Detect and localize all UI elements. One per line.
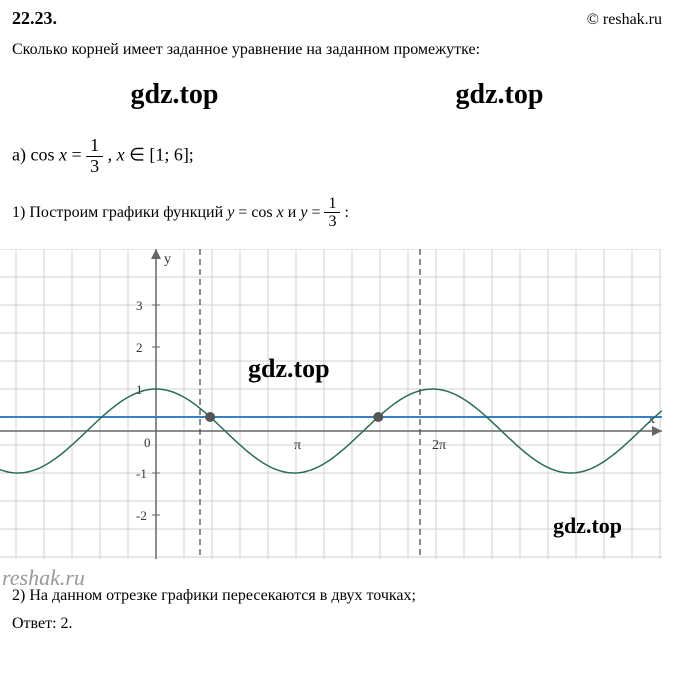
answer-text: Ответ: 2. [12, 615, 662, 633]
svg-text:π: π [294, 438, 301, 453]
step-1-text: 1) Построим графики функций y = cos x и … [12, 195, 662, 231]
svg-text:0: 0 [144, 435, 151, 450]
svg-text:2π: 2π [432, 438, 446, 453]
svg-text:2: 2 [136, 340, 143, 355]
watermark-bottom-left: reshak.ru [2, 565, 652, 591]
svg-text:y: y [164, 252, 171, 267]
svg-text:-2: -2 [136, 508, 147, 523]
source-link: © reshak.ru [587, 11, 662, 29]
problem-number: 22.23. [12, 8, 57, 29]
svg-text:1: 1 [136, 382, 143, 397]
watermark-top-left: gdz.top [131, 79, 219, 111]
watermark-top-right: gdz.top [456, 79, 544, 111]
watermark-chart-br: gdz.top [553, 513, 622, 539]
part-a-equation: а) cos x = 13 , x ∈ [1; 6]; [12, 136, 662, 177]
svg-text:-1: -1 [136, 466, 147, 481]
question-text: Сколько корней имеет заданное уравнение … [12, 41, 662, 59]
watermark-chart-mid: gdz.top [248, 354, 330, 384]
svg-text:3: 3 [136, 298, 143, 313]
chart-area: yx0-2-1123π2π gdz.top gdz.top [0, 249, 662, 559]
